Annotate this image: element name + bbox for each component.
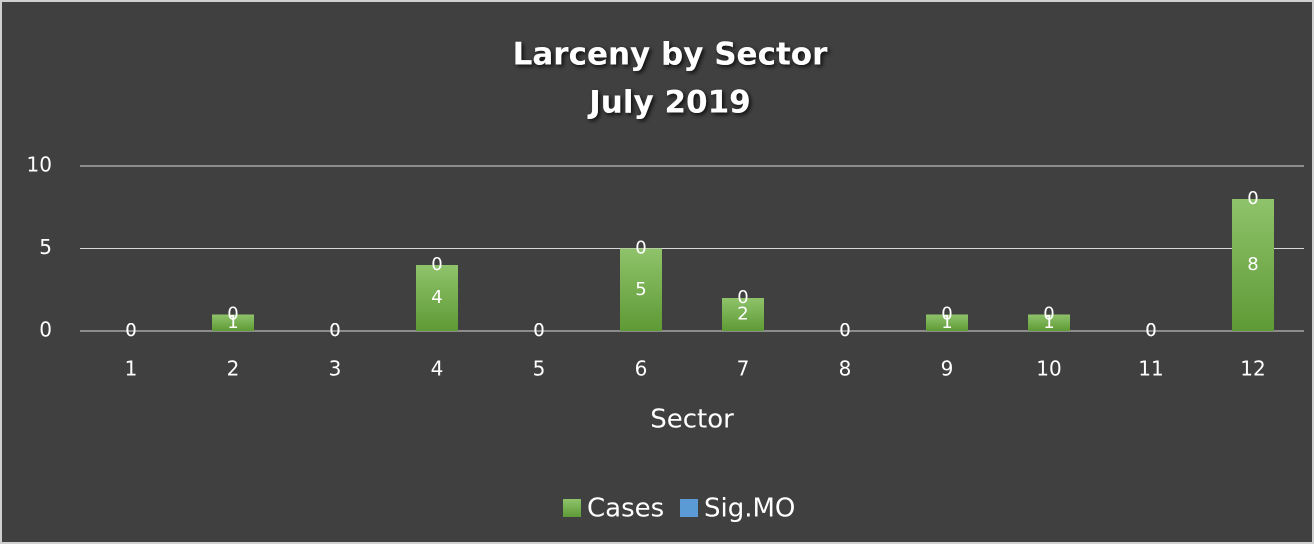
data-label: 0	[839, 320, 850, 341]
x-tick-label: 11	[1138, 357, 1163, 381]
legend-label: Sig.MO	[704, 494, 795, 524]
data-label: 0	[431, 254, 442, 275]
data-label: 0	[1145, 320, 1156, 341]
data-label: 0	[1247, 188, 1258, 209]
bar	[926, 314, 968, 331]
data-label: 0	[533, 320, 544, 341]
x-tick-label: 3	[329, 357, 342, 381]
data-label: 1	[941, 312, 952, 333]
data-label: 0	[1145, 320, 1156, 341]
bar	[416, 265, 458, 331]
x-tick-label: 4	[431, 357, 444, 381]
x-tick-label: 6	[635, 357, 648, 381]
chart-title: Larceny by Sector	[513, 37, 828, 73]
x-tick-label: 7	[737, 357, 750, 381]
y-tick-label: 0	[39, 318, 52, 342]
data-label: 1	[1043, 312, 1054, 333]
data-label: 8	[1247, 254, 1258, 275]
x-tick-label: 2	[227, 357, 240, 381]
x-tick-label: 12	[1240, 357, 1265, 381]
bar	[212, 314, 254, 331]
bar	[1028, 314, 1070, 331]
x-tick-label: 8	[839, 357, 852, 381]
data-label: 0	[329, 320, 340, 341]
data-label: 2	[737, 304, 748, 325]
data-label: 0	[737, 287, 748, 308]
chart-subtitle: July 2019	[587, 85, 751, 121]
data-label: 0	[329, 320, 340, 341]
y-tick-label: 5	[39, 235, 52, 259]
data-label: 0	[839, 320, 850, 341]
data-label: 0	[227, 304, 238, 325]
data-label: 1	[227, 312, 238, 333]
data-label: 4	[431, 287, 442, 308]
data-label: 0	[533, 320, 544, 341]
data-label: 0	[941, 304, 952, 325]
x-tick-label: 10	[1036, 357, 1061, 381]
x-tick-label: 5	[533, 357, 546, 381]
legend-swatch	[680, 499, 698, 517]
data-label: 0	[635, 238, 646, 259]
data-label: 0	[1043, 304, 1054, 325]
x-tick-label: 9	[941, 357, 954, 381]
bar	[1232, 199, 1274, 331]
legend-swatch	[563, 499, 581, 517]
data-label: 0	[125, 320, 136, 341]
x-axis-title: Sector	[650, 405, 734, 435]
x-tick-label: 1	[125, 357, 138, 381]
legend-label: Cases	[587, 494, 664, 524]
y-tick-label: 10	[27, 153, 52, 177]
bar	[722, 298, 764, 331]
bar	[620, 248, 662, 331]
data-label: 0	[125, 320, 136, 341]
data-label: 5	[635, 279, 646, 300]
